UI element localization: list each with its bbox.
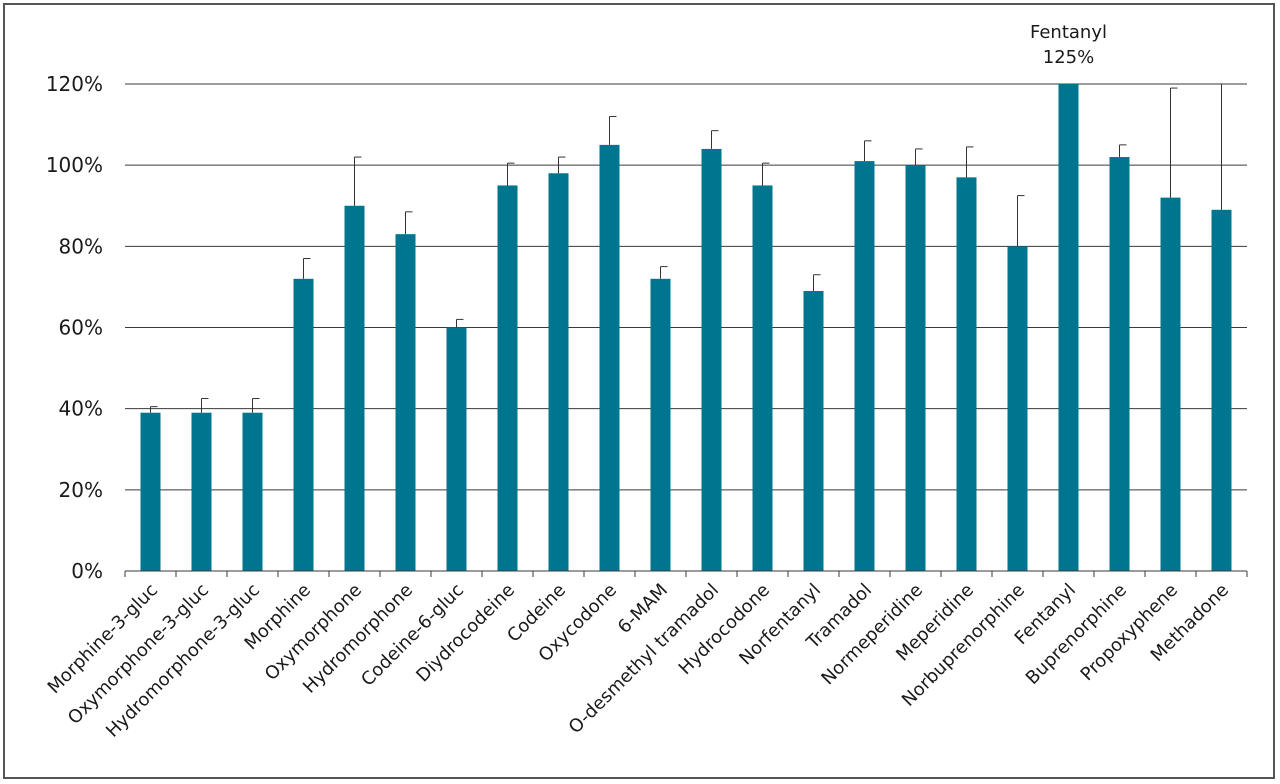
bar xyxy=(497,185,518,572)
bar xyxy=(395,234,416,572)
bar xyxy=(854,161,875,571)
y-tick-label: 60% xyxy=(59,316,103,340)
y-tick-label: 20% xyxy=(59,478,103,502)
bar xyxy=(293,278,314,571)
bar-chart: 0% 20% 40% 60% 80% 100% 120% Morphine-3-glucOx… xyxy=(44,22,1248,742)
y-axis-tick-labels: 0% 20% 40% 60% 80% 100% 120% xyxy=(46,72,103,583)
x-axis-category-labels: Morphine-3-glucOxymorphone-3-glucHydromo… xyxy=(44,580,1233,742)
x-axis xyxy=(124,570,1248,577)
bar xyxy=(344,205,365,571)
bar xyxy=(1007,246,1028,572)
bar xyxy=(1109,157,1130,572)
bar xyxy=(548,173,569,572)
bar xyxy=(1160,197,1181,571)
y-tick-label: 80% xyxy=(59,234,103,258)
callout-name-label: Fentanyl xyxy=(1030,22,1107,43)
callout-value-label: 125% xyxy=(1043,47,1094,68)
y-tick-label: 100% xyxy=(46,153,103,177)
bar xyxy=(1211,209,1232,571)
gridlines xyxy=(125,83,1247,491)
chart-frame: 0% 20% 40% 60% 80% 100% 120% Morphine-3-gluc Ox… xyxy=(3,3,1275,779)
bar xyxy=(803,290,824,571)
y-tick-label: 0% xyxy=(71,559,103,583)
fentanyl-callout: Fentanyl 125% xyxy=(1030,22,1107,68)
bar xyxy=(140,412,161,571)
bar xyxy=(701,148,722,571)
bar xyxy=(956,177,977,571)
bar xyxy=(752,185,773,572)
bar xyxy=(446,327,467,571)
bars xyxy=(140,84,1232,572)
y-tick-label: 120% xyxy=(46,72,103,96)
bar xyxy=(599,144,620,571)
bar xyxy=(650,278,671,571)
bar xyxy=(1058,84,1079,571)
bar xyxy=(191,412,212,571)
bar xyxy=(905,165,926,571)
error-bars xyxy=(150,84,1222,413)
bar xyxy=(242,412,263,571)
y-tick-label: 40% xyxy=(59,397,103,421)
